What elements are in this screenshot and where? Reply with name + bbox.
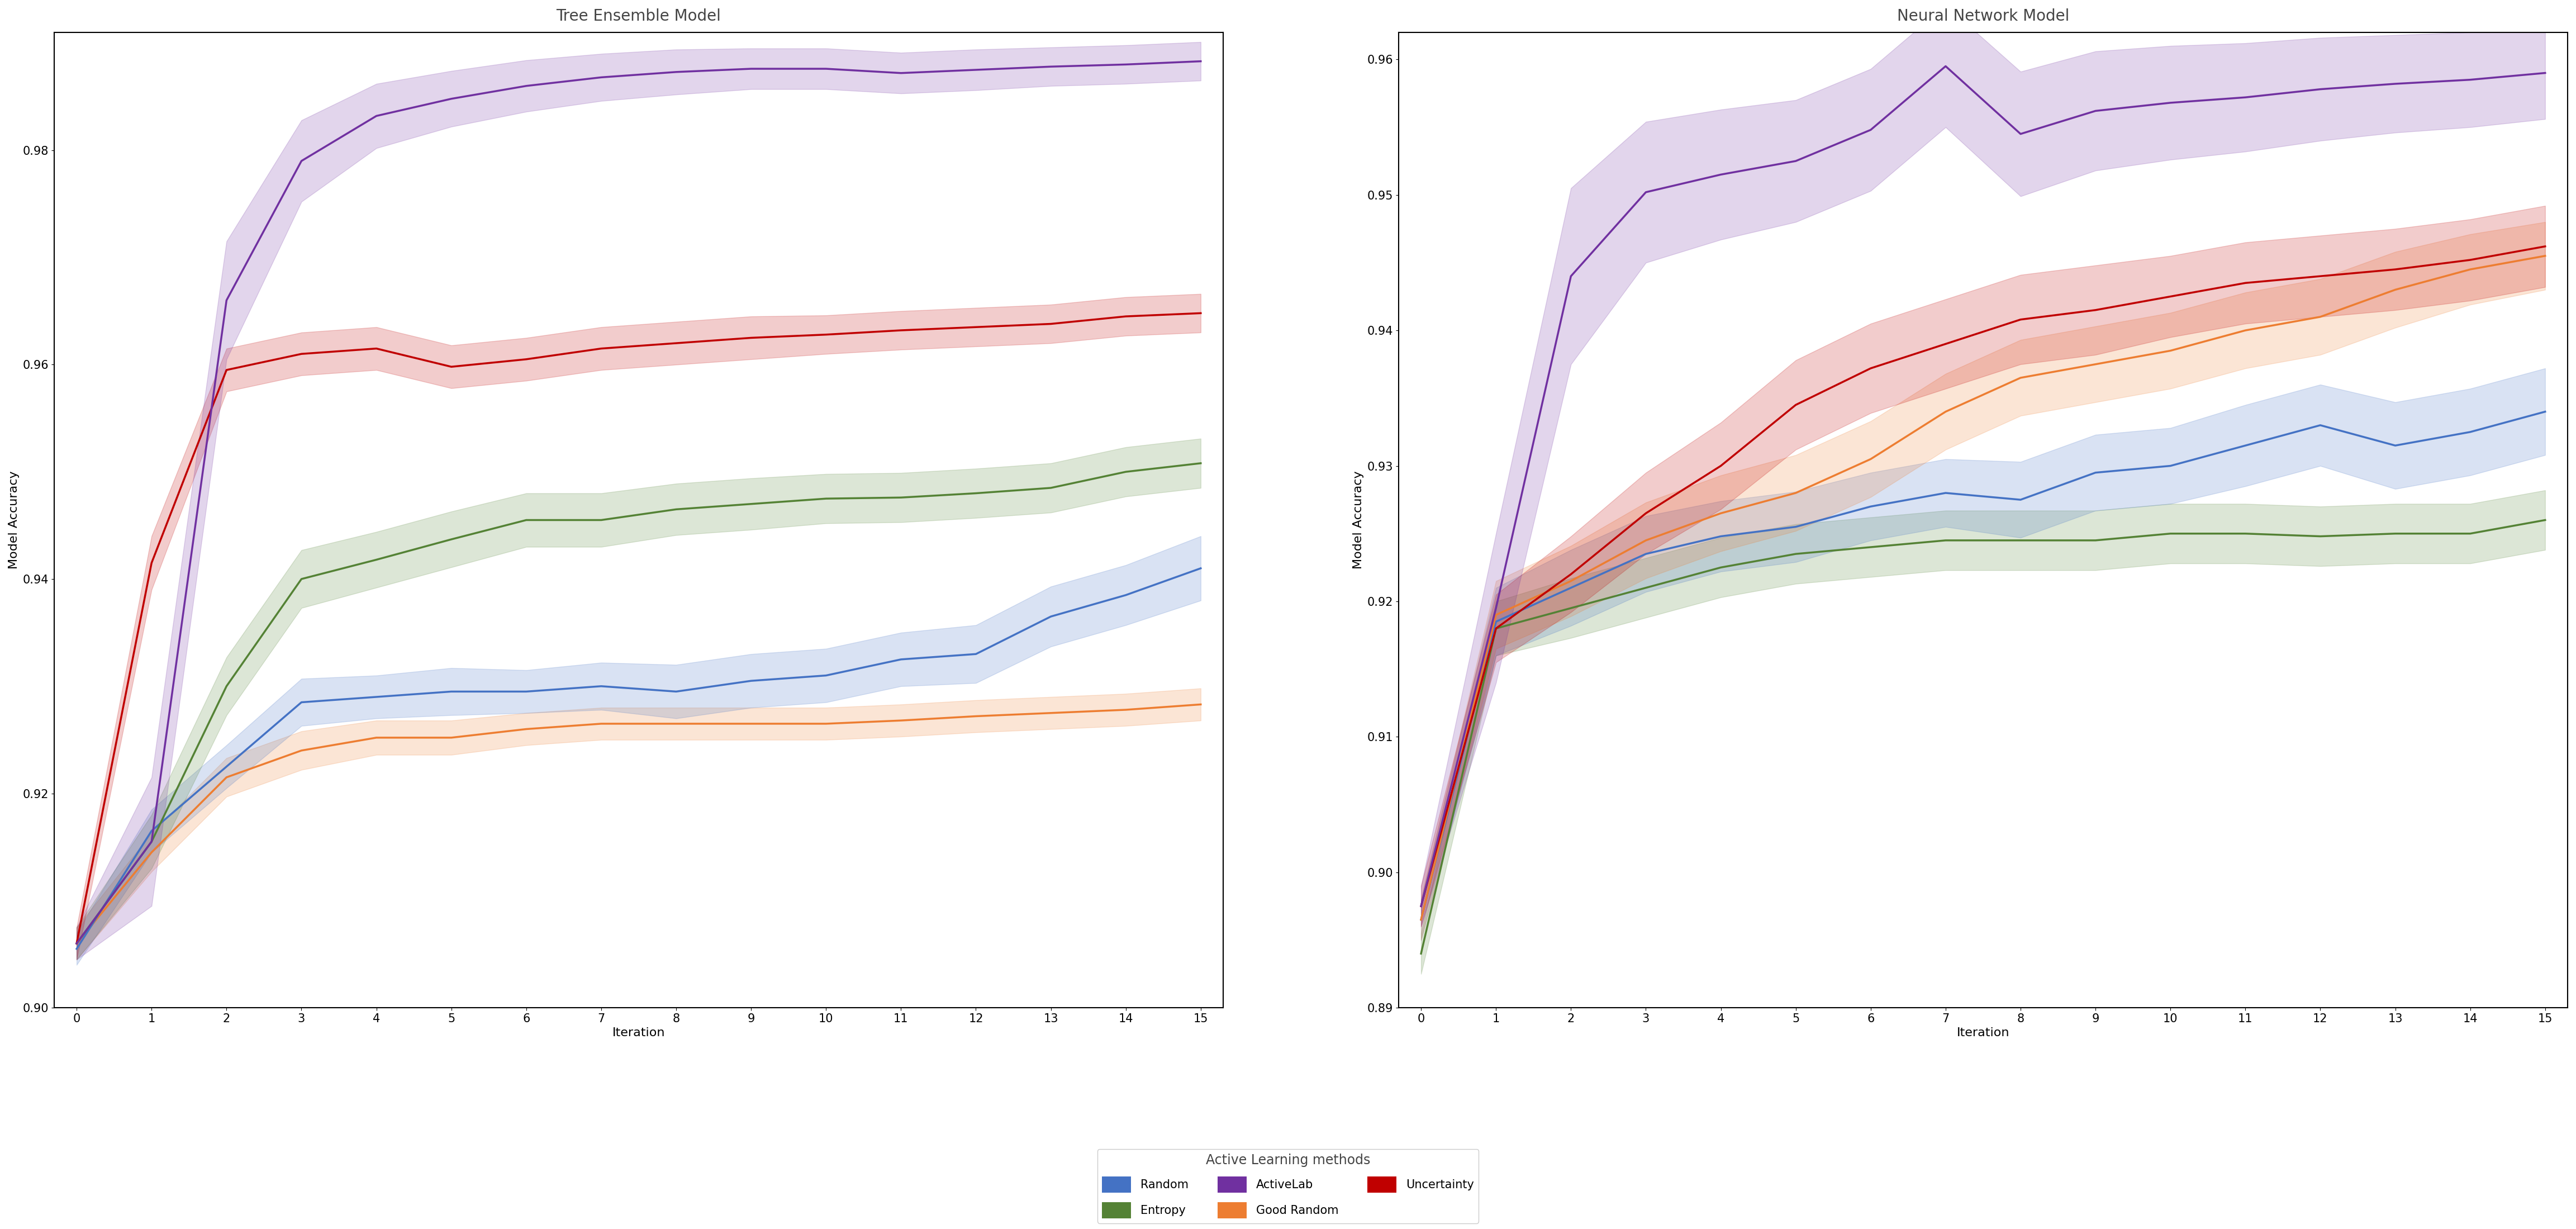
Title: Tree Ensemble Model: Tree Ensemble Model <box>556 9 721 25</box>
Y-axis label: Model Accuracy: Model Accuracy <box>1352 471 1363 569</box>
Title: Neural Network Model: Neural Network Model <box>1896 9 2069 25</box>
Legend: Random, Entropy, ActiveLab, Good Random, Uncertainty: Random, Entropy, ActiveLab, Good Random,… <box>1097 1149 1479 1223</box>
Y-axis label: Model Accuracy: Model Accuracy <box>8 471 21 569</box>
X-axis label: Iteration: Iteration <box>1958 1027 2009 1039</box>
X-axis label: Iteration: Iteration <box>613 1027 665 1039</box>
